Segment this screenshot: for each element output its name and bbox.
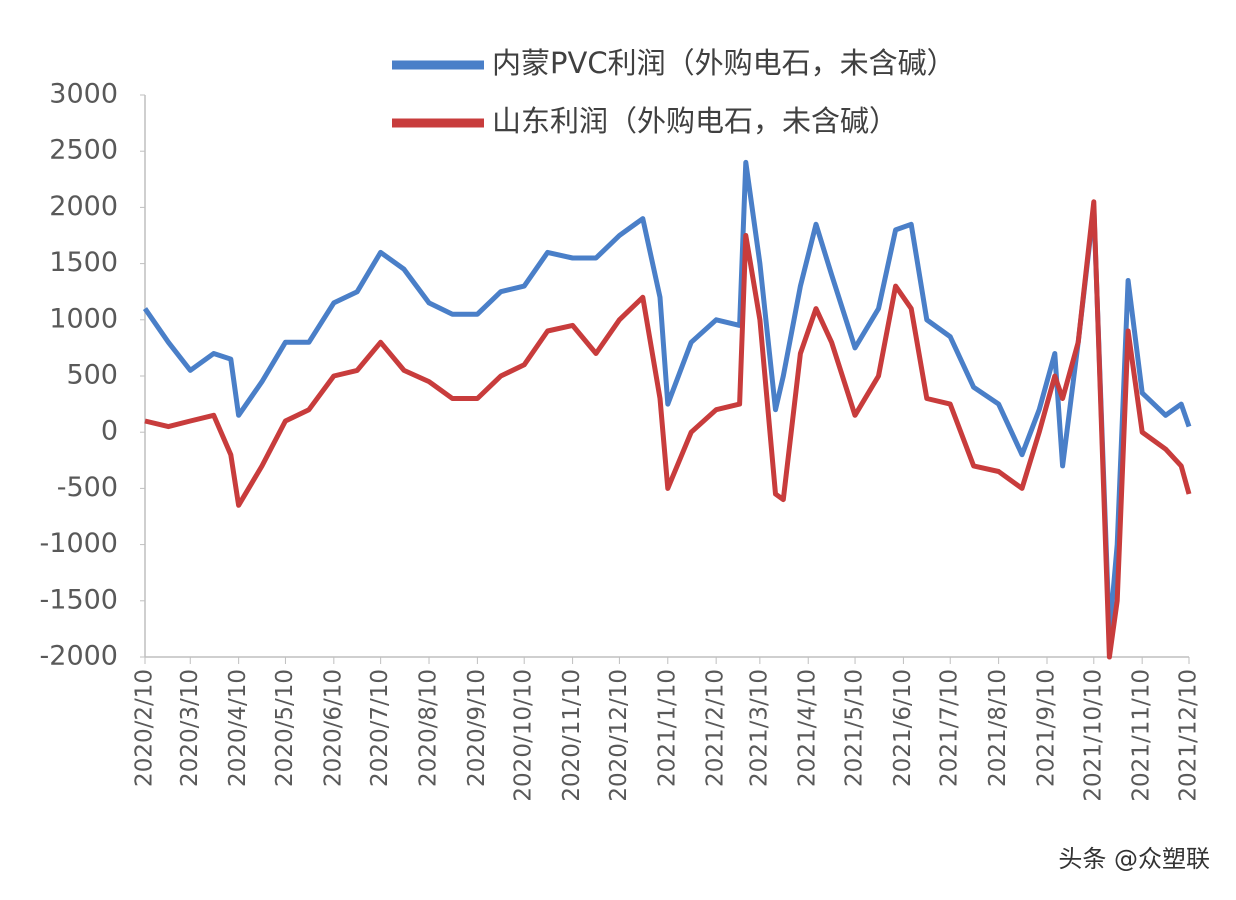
y-tick-label: -1500 (40, 584, 118, 615)
x-tick-label: 2021/4/10 (795, 669, 821, 787)
y-tick-label: 1000 (49, 303, 118, 334)
series-line (144, 199, 1192, 660)
x-tick-label: 2020/4/10 (225, 669, 251, 787)
y-tick-label: 2000 (49, 191, 118, 222)
y-tick-label: 3000 (49, 79, 118, 110)
series-line (142, 159, 1192, 637)
y-tick-label: -500 (57, 472, 118, 503)
y-tick-label: 2500 (49, 135, 118, 166)
x-tick-label: 2020/5/10 (272, 669, 298, 787)
y-tick-label: -1000 (40, 528, 118, 559)
x-tick-label: 2020/2/10 (132, 669, 158, 787)
x-tick-label: 2020/7/10 (367, 669, 393, 787)
x-tick-label: 2021/3/10 (746, 669, 772, 787)
x-tick-label: 2020/11/10 (559, 669, 585, 802)
x-tick-label: 2021/10/10 (1080, 669, 1106, 802)
y-tick-label: 0 (101, 416, 118, 447)
legend-label: 内蒙PVC利润（外购电石，未含碱） (492, 46, 956, 80)
x-tick-label: 2021/8/10 (985, 669, 1011, 787)
y-tick-label: 500 (66, 360, 118, 391)
legend-label: 山东利润（外购电石，未含碱） (492, 104, 898, 138)
x-tick-label: 2020/3/10 (177, 669, 203, 787)
x-tick-label: 2021/6/10 (890, 669, 916, 787)
x-tick-label: 2021/1/10 (654, 669, 680, 787)
y-tick-label: 1500 (49, 247, 118, 278)
x-tick-label: 2021/7/10 (937, 669, 963, 787)
x-tick-label: 2021/2/10 (703, 669, 729, 787)
x-tick-label: 2020/9/10 (464, 669, 490, 787)
x-tick-label: 2021/12/10 (1176, 669, 1202, 802)
x-tick-label: 2020/8/10 (416, 669, 442, 787)
x-tick-label: 2020/6/10 (320, 669, 346, 787)
watermark: 头条 @众塑联 (1058, 845, 1210, 873)
x-tick-label: 2021/9/10 (1033, 669, 1059, 787)
y-tick-label: -2000 (40, 641, 118, 672)
x-tick-label: 2021/5/10 (842, 669, 868, 787)
x-tick-label: 2020/10/10 (511, 669, 537, 802)
x-tick-label: 2020/12/10 (606, 669, 632, 802)
x-tick-label: 2021/11/10 (1129, 669, 1155, 802)
